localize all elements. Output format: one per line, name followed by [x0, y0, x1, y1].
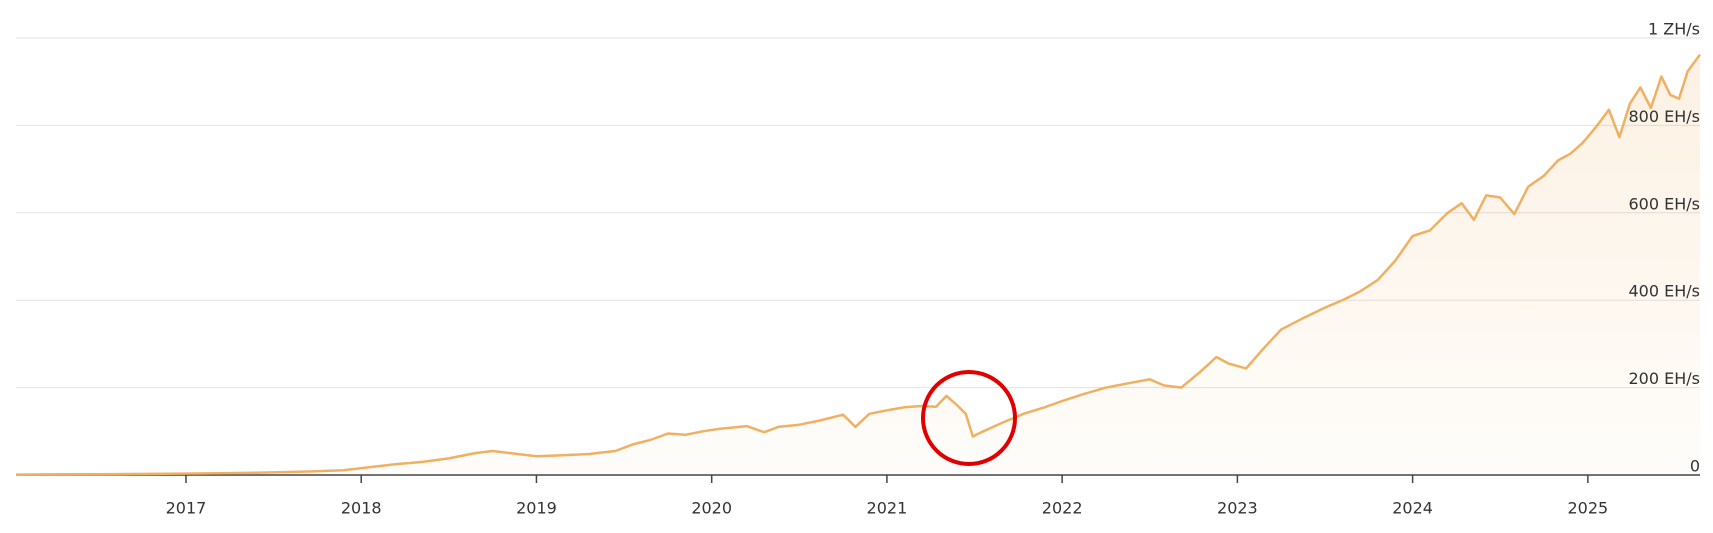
x-tick-label: 2020 — [691, 499, 732, 518]
highlight-circle — [921, 370, 1017, 466]
y-tick-label: 400 EH/s — [1629, 282, 1701, 301]
y-tick-label: 0 — [1690, 457, 1700, 476]
x-tick-label: 2018 — [341, 499, 382, 518]
x-tick-label: 2024 — [1392, 499, 1433, 518]
x-tick-label: 2017 — [166, 499, 207, 518]
plot — [15, 53, 1702, 476]
y-tick-label: 200 EH/s — [1629, 369, 1701, 388]
x-tick-label: 2022 — [1042, 499, 1083, 518]
x-tick-label: 2023 — [1217, 499, 1258, 518]
x-tick-label: 2025 — [1567, 499, 1608, 518]
y-tick-label: 1 ZH/s — [1648, 20, 1700, 39]
y-tick-label: 600 EH/s — [1629, 194, 1701, 213]
x-tick-label: 2021 — [867, 499, 908, 518]
labels: 0 200 EH/s 400 EH/s 600 EH/s 800 EH/s 1 ZH/s 2… — [166, 20, 1700, 518]
area — [16, 54, 1700, 475]
x-tick-label: 2019 — [516, 499, 557, 518]
line — [15, 53, 1702, 476]
y-tick-label: 800 EH/s — [1629, 107, 1701, 126]
